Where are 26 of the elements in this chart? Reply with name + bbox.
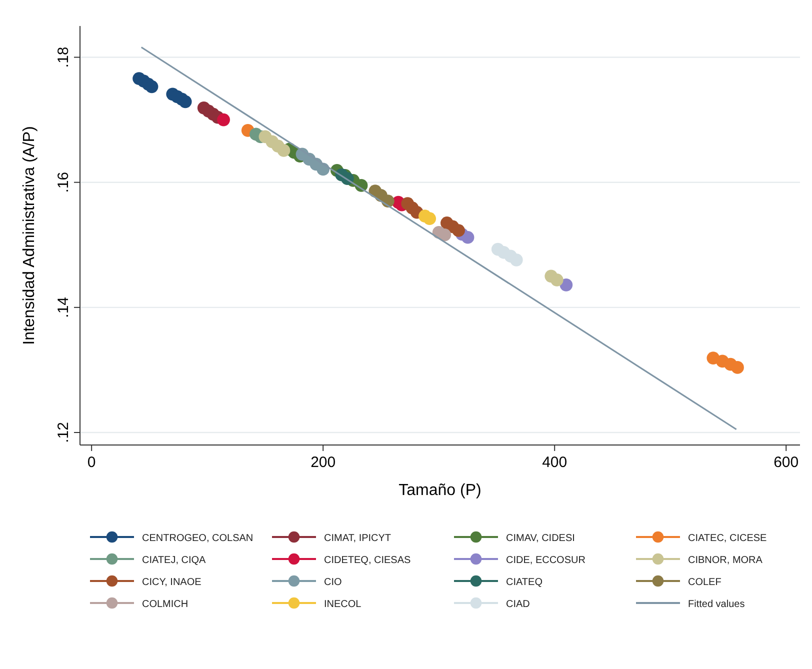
y-tick-label: .18 [55,46,72,68]
legend-label: CIATEC, CICESE [688,533,768,544]
x-tick-label: 400 [542,454,568,471]
legend-label: COLEF [688,577,722,588]
legend-label: CIDE, ECCOSUR [506,555,586,566]
legend-label: CENTROGEO, COLSAN [142,533,254,544]
legend-label: CIATEQ [506,577,543,588]
legend-label: CIDETEQ, CIESAS [324,555,412,566]
x-tick-label: 200 [310,454,336,471]
x-axis-title: Tamaño (P) [398,482,482,499]
legend-label: COLMICH [142,599,188,610]
y-axis-title: Intensidad Administrativa (A/P) [21,126,38,345]
legend-label: CIAD [506,599,530,610]
x-tick-label: 0 [87,454,96,471]
y-tick-label: .12 [55,422,72,443]
legend-label: CIATEJ, CIQA [142,555,206,566]
y-tick-label: .14 [55,296,72,318]
legend-label: CIBNOR, MORA [688,555,763,566]
legend-label: CICY, INAOE [142,577,202,588]
y-tick-label: .16 [55,172,72,193]
legend-label: CIO [324,577,342,588]
legend-label: CIMAT, IPICYT [324,533,392,544]
legend-label: Fitted values [688,599,745,610]
x-tick-label: 600 [774,454,799,471]
legend-label: INECOL [324,599,362,610]
legend-label: CIMAV, CIDESI [506,533,575,544]
